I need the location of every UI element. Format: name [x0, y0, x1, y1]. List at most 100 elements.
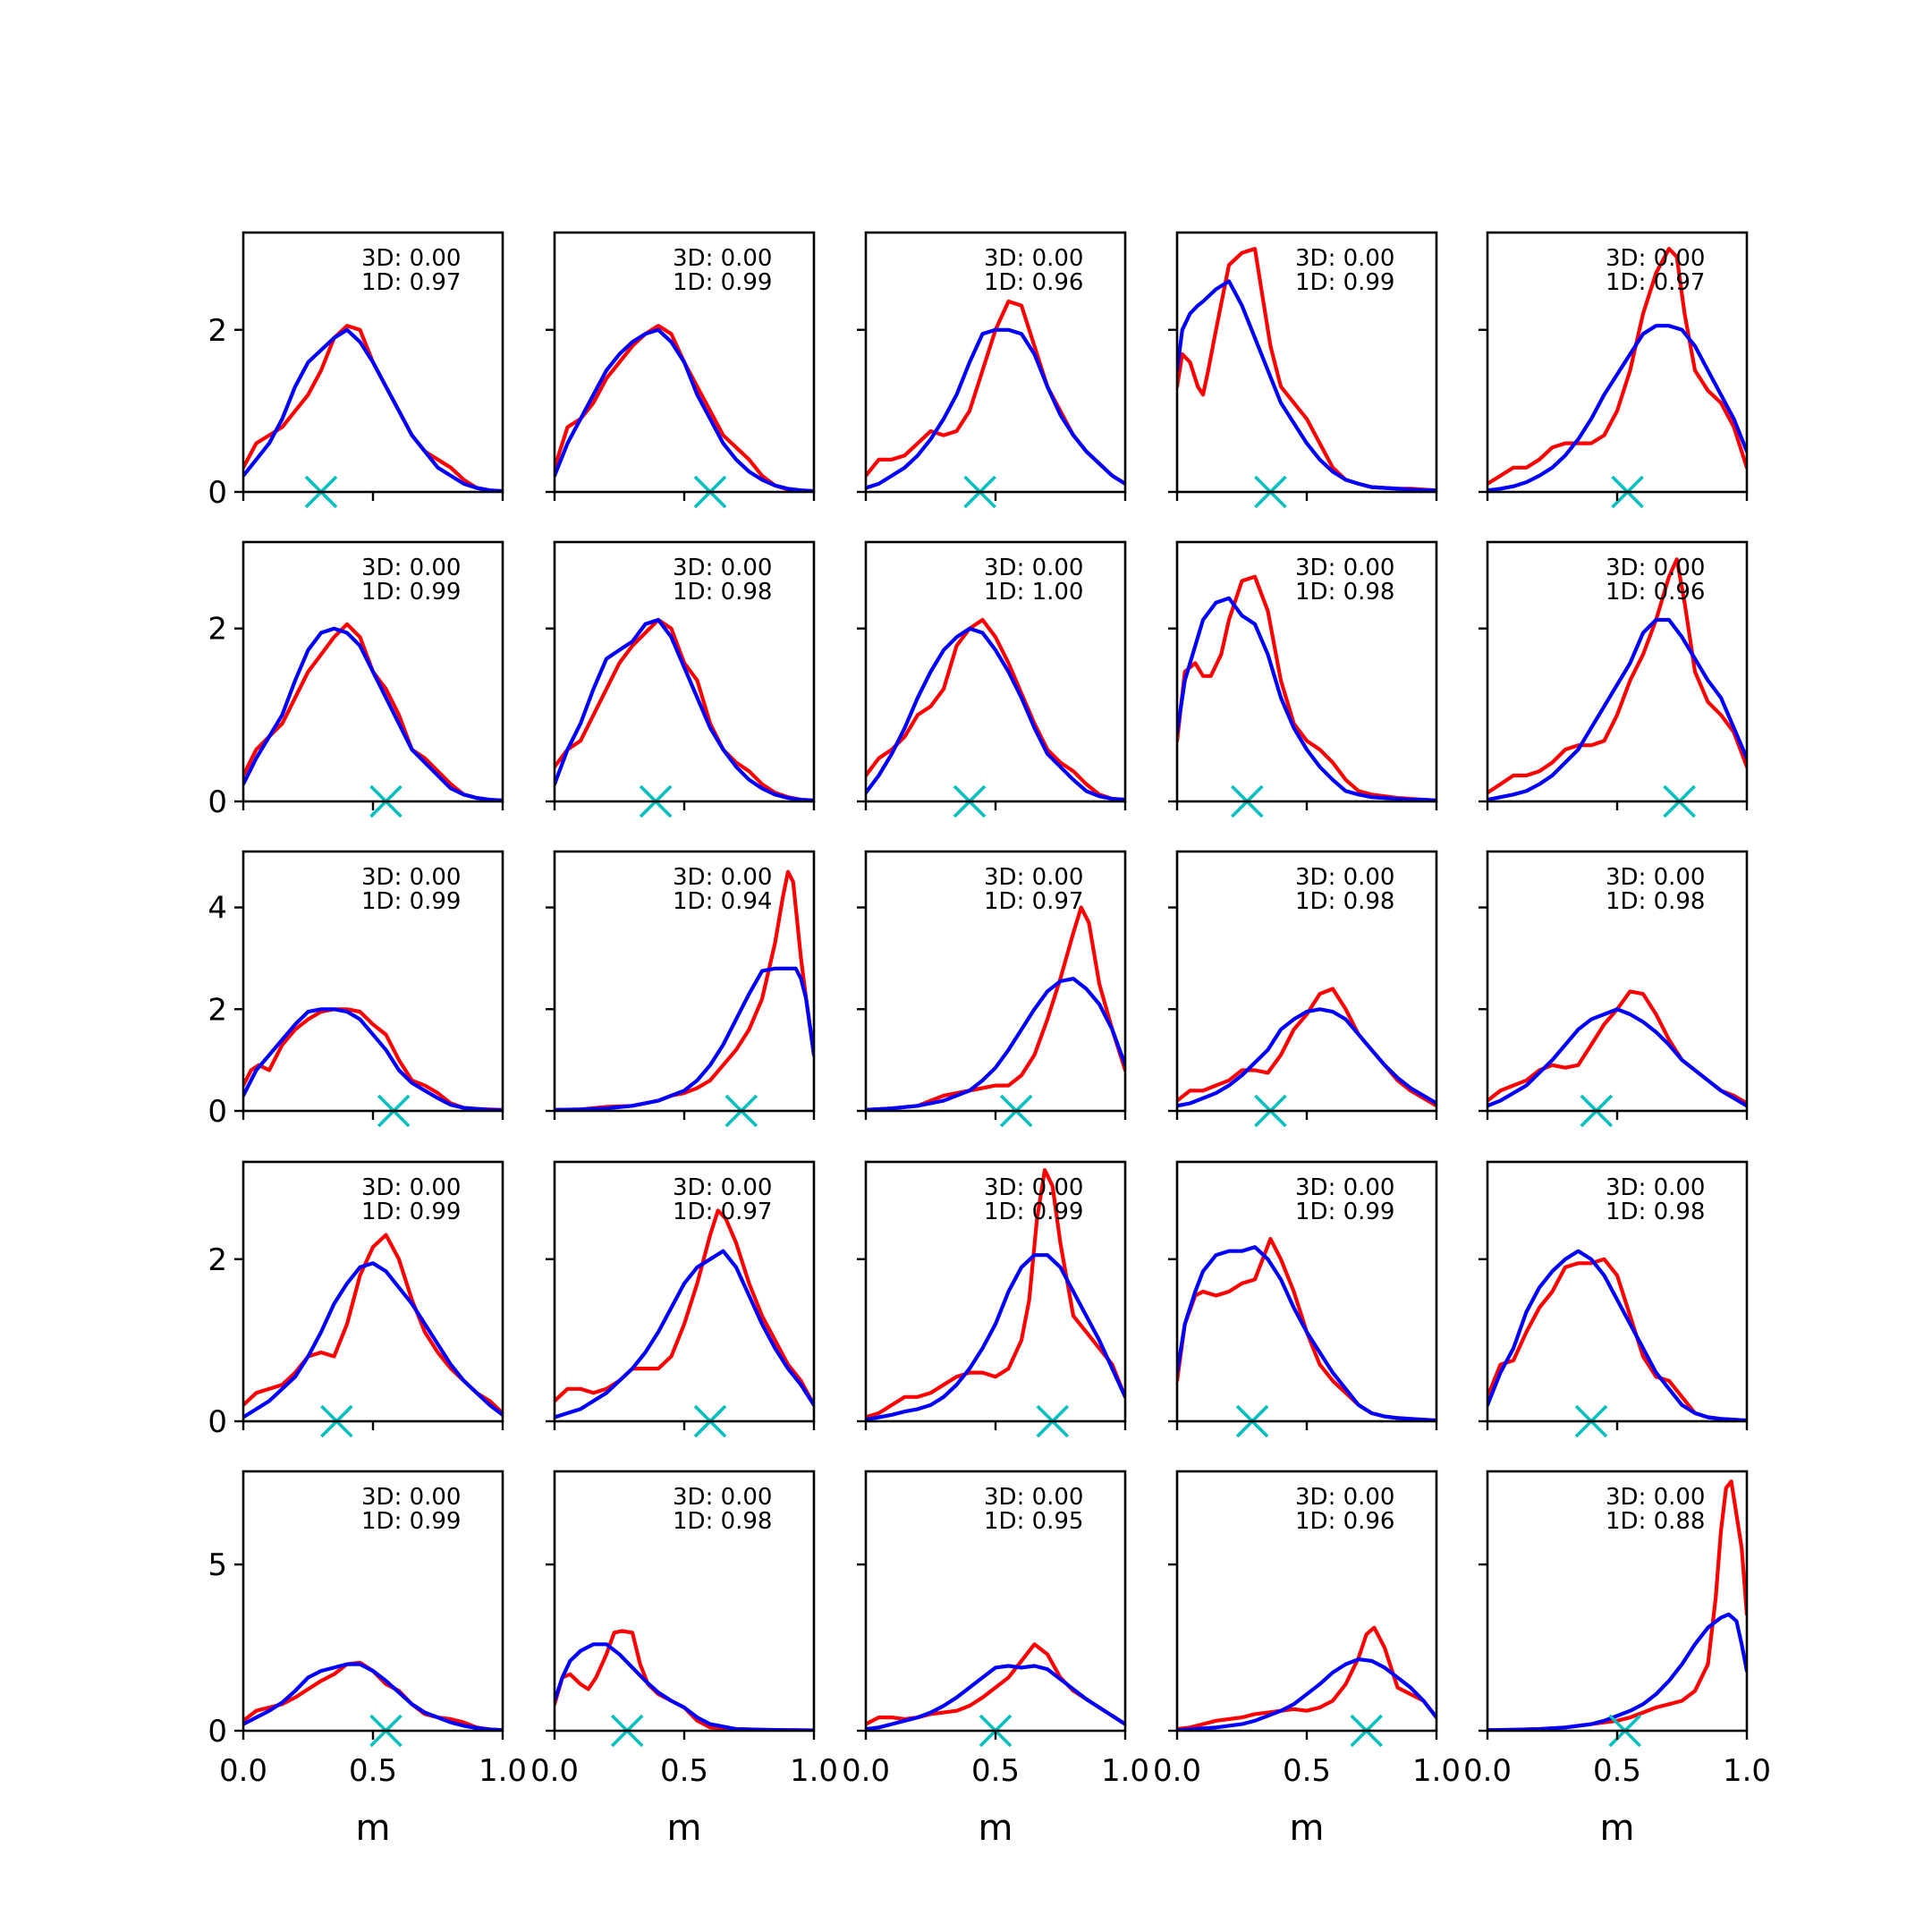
x-axis-label: m [356, 1808, 391, 1849]
series-blue-line [555, 327, 814, 492]
series-red-line [1487, 247, 1747, 486]
series-blue-line [243, 1007, 503, 1111]
x-tick-label: 1.0 [479, 1753, 527, 1789]
annotation-3d: 3D: 0.00 [361, 864, 461, 891]
annotation-3d: 3D: 0.00 [984, 864, 1083, 891]
annotation-1d: 1D: 0.96 [984, 269, 1083, 296]
series-blue-line [555, 1249, 814, 1419]
series-blue-line [243, 1662, 503, 1731]
annotation-1d: 1D: 0.95 [984, 1508, 1083, 1535]
x-axis-label: m [1290, 1808, 1325, 1849]
annotation-3d: 3D: 0.00 [361, 555, 461, 581]
annotation-3d: 3D: 0.00 [1295, 864, 1394, 891]
series-blue-line [243, 1261, 503, 1419]
annotation-3d: 3D: 0.00 [1606, 1484, 1705, 1511]
y-tick-label: 2 [208, 313, 227, 349]
annotation-3d: 3D: 0.00 [1606, 245, 1705, 272]
series-blue-line [866, 1253, 1125, 1421]
annotation-3d: 3D: 0.00 [361, 1174, 461, 1201]
series-blue-line [555, 617, 814, 801]
annotation-1d: 1D: 0.98 [1295, 888, 1394, 915]
x-tick-label: 0.5 [349, 1753, 397, 1789]
x-tick-label: 1.0 [1412, 1753, 1461, 1789]
series-blue-line [866, 977, 1125, 1111]
annotation-1d: 1D: 0.96 [1606, 579, 1705, 606]
annotation-3d: 3D: 0.00 [673, 1174, 772, 1201]
annotation-3d: 3D: 0.00 [984, 1174, 1083, 1201]
annotation-1d: 1D: 0.99 [984, 1199, 1083, 1225]
y-tick-label: 2 [208, 992, 227, 1028]
y-tick-label: 0 [208, 475, 227, 511]
x-tick-label: 0.5 [971, 1753, 1020, 1789]
annotation-3d: 3D: 0.00 [1295, 1484, 1394, 1511]
series-blue-line [1487, 617, 1747, 801]
series-blue-line [866, 1664, 1125, 1731]
annotation-3d: 3D: 0.00 [984, 245, 1083, 272]
annotation-3d: 3D: 0.00 [673, 555, 772, 581]
annotation-3d: 3D: 0.00 [673, 864, 772, 891]
x-tick-label: 0.5 [1283, 1753, 1331, 1789]
annotation-1d: 1D: 0.94 [673, 888, 772, 915]
x-tick-label: 0.5 [660, 1753, 708, 1789]
annotation-1d: 1D: 0.99 [361, 1508, 461, 1535]
x-tick-label: 0.0 [219, 1753, 267, 1789]
annotation-3d: 3D: 0.00 [1606, 1174, 1705, 1201]
annotation-1d: 1D: 0.98 [673, 579, 772, 606]
series-blue-line [1177, 279, 1436, 492]
annotation-1d: 1D: 0.98 [673, 1508, 772, 1535]
series-red-line [866, 617, 1125, 801]
series-blue-line [866, 626, 1125, 801]
x-tick-label: 1.0 [1723, 1753, 1771, 1789]
annotation-1d: 1D: 0.99 [1295, 269, 1394, 296]
series-blue-line [1487, 1612, 1747, 1731]
annotation-3d: 3D: 0.00 [984, 555, 1083, 581]
x-tick-label: 0.0 [530, 1753, 579, 1789]
annotation-1d: 1D: 0.99 [1295, 1199, 1394, 1225]
annotation-3d: 3D: 0.00 [1295, 1174, 1394, 1201]
series-red-line [866, 905, 1125, 1111]
y-tick-label: 2 [208, 1242, 227, 1278]
annotation-1d: 1D: 0.98 [1295, 579, 1394, 606]
annotation-1d: 1D: 0.88 [1606, 1508, 1705, 1535]
annotation-3d: 3D: 0.00 [1606, 864, 1705, 891]
y-tick-label: 0 [208, 784, 227, 820]
series-blue-line [1487, 1249, 1747, 1421]
annotation-3d: 3D: 0.00 [984, 1484, 1083, 1511]
y-tick-label: 0 [208, 1094, 227, 1130]
y-tick-label: 0 [208, 1714, 227, 1750]
series-blue-line [555, 966, 814, 1111]
series-blue-line [1487, 1007, 1747, 1108]
y-tick-label: 4 [208, 891, 227, 927]
x-axis-label: m [979, 1808, 1013, 1849]
annotation-1d: 1D: 0.97 [1606, 269, 1705, 296]
x-tick-label: 0.0 [842, 1753, 890, 1789]
annotation-1d: 1D: 0.99 [673, 269, 772, 296]
annotation-1d: 1D: 0.98 [1606, 888, 1705, 915]
x-axis-label: m [1600, 1808, 1635, 1849]
annotation-1d: 1D: 0.97 [673, 1199, 772, 1225]
annotation-1d: 1D: 0.98 [1606, 1199, 1705, 1225]
annotation-3d: 3D: 0.00 [673, 245, 772, 272]
annotation-1d: 1D: 0.96 [1295, 1508, 1394, 1535]
series-blue-line [866, 327, 1125, 490]
